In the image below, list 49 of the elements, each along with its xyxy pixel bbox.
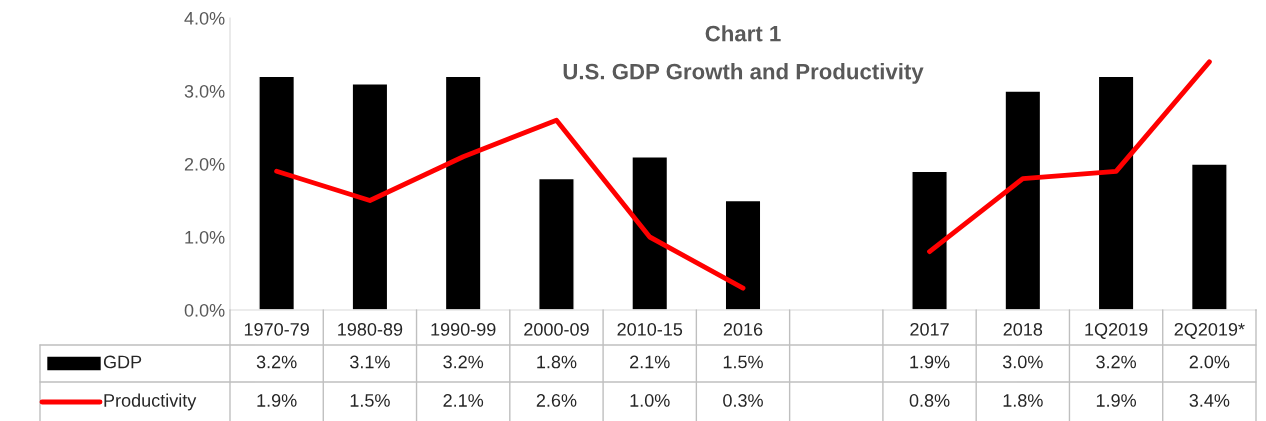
x-tick-label: 1980-89 <box>338 322 403 336</box>
data-label: 3.2% <box>443 355 484 369</box>
data-label: 2.6% <box>536 394 577 407</box>
legend-label: Productivity <box>104 393 197 411</box>
chart-title: Chart 1 <box>705 25 781 42</box>
data-label: 1.8% <box>1003 394 1043 407</box>
bar <box>1097 75 1135 310</box>
data-label: 1.0% <box>630 394 670 407</box>
data-label: 1.9% <box>1096 394 1137 407</box>
y-tick-label: 2.0% <box>184 157 225 171</box>
data-label: 2.1% <box>443 394 484 407</box>
data-label: 1.9% <box>257 394 297 407</box>
x-tick-label: 2000-09 <box>524 322 589 336</box>
x-tick-label: 2016 <box>723 322 763 336</box>
data-label: 0.3% <box>723 394 763 407</box>
data-label: 0.8% <box>909 394 950 407</box>
data-label: 1.5% <box>350 394 390 407</box>
x-tick-label: 1990-99 <box>431 322 496 336</box>
bar <box>1190 163 1228 310</box>
x-tick-label: 1Q2019 <box>1085 322 1148 339</box>
bar <box>1004 90 1042 310</box>
text: U.S. GDP Growth and Productivity <box>563 63 924 84</box>
data-label: 3.0% <box>1002 355 1043 369</box>
bar <box>911 170 948 310</box>
data-label: 1.9% <box>910 355 950 369</box>
y-tick-label: 1.0% <box>185 230 225 244</box>
y-tick-label: 3.0% <box>184 84 225 98</box>
bar <box>258 75 296 310</box>
bar <box>631 156 669 310</box>
x-tick-label: 2Q2019* <box>1174 322 1245 339</box>
bar <box>538 177 575 310</box>
data-label: 2.1% <box>630 355 670 369</box>
data-label: 1.5% <box>723 355 763 369</box>
bar <box>444 75 482 310</box>
data-label: 1.8% <box>537 355 577 369</box>
data-label: 3.2% <box>256 355 297 369</box>
bar <box>351 83 389 310</box>
bar <box>724 199 762 310</box>
data-label: 3.4% <box>1189 394 1230 407</box>
x-tick-label: 1970-79 <box>244 322 309 336</box>
data-label: 2.0% <box>1189 355 1230 369</box>
x-tick-label: 2018 <box>1003 322 1043 336</box>
y-tick-label: 0.0% <box>184 303 225 317</box>
data-label: 3.1% <box>350 355 390 369</box>
x-tick-label: 2017 <box>910 322 949 336</box>
legend-label: GDP <box>103 355 142 369</box>
data-label: 3.2% <box>1096 355 1137 369</box>
x-tick-label: 2010-15 <box>617 322 683 336</box>
y-tick-label: 4.0% <box>184 11 225 25</box>
